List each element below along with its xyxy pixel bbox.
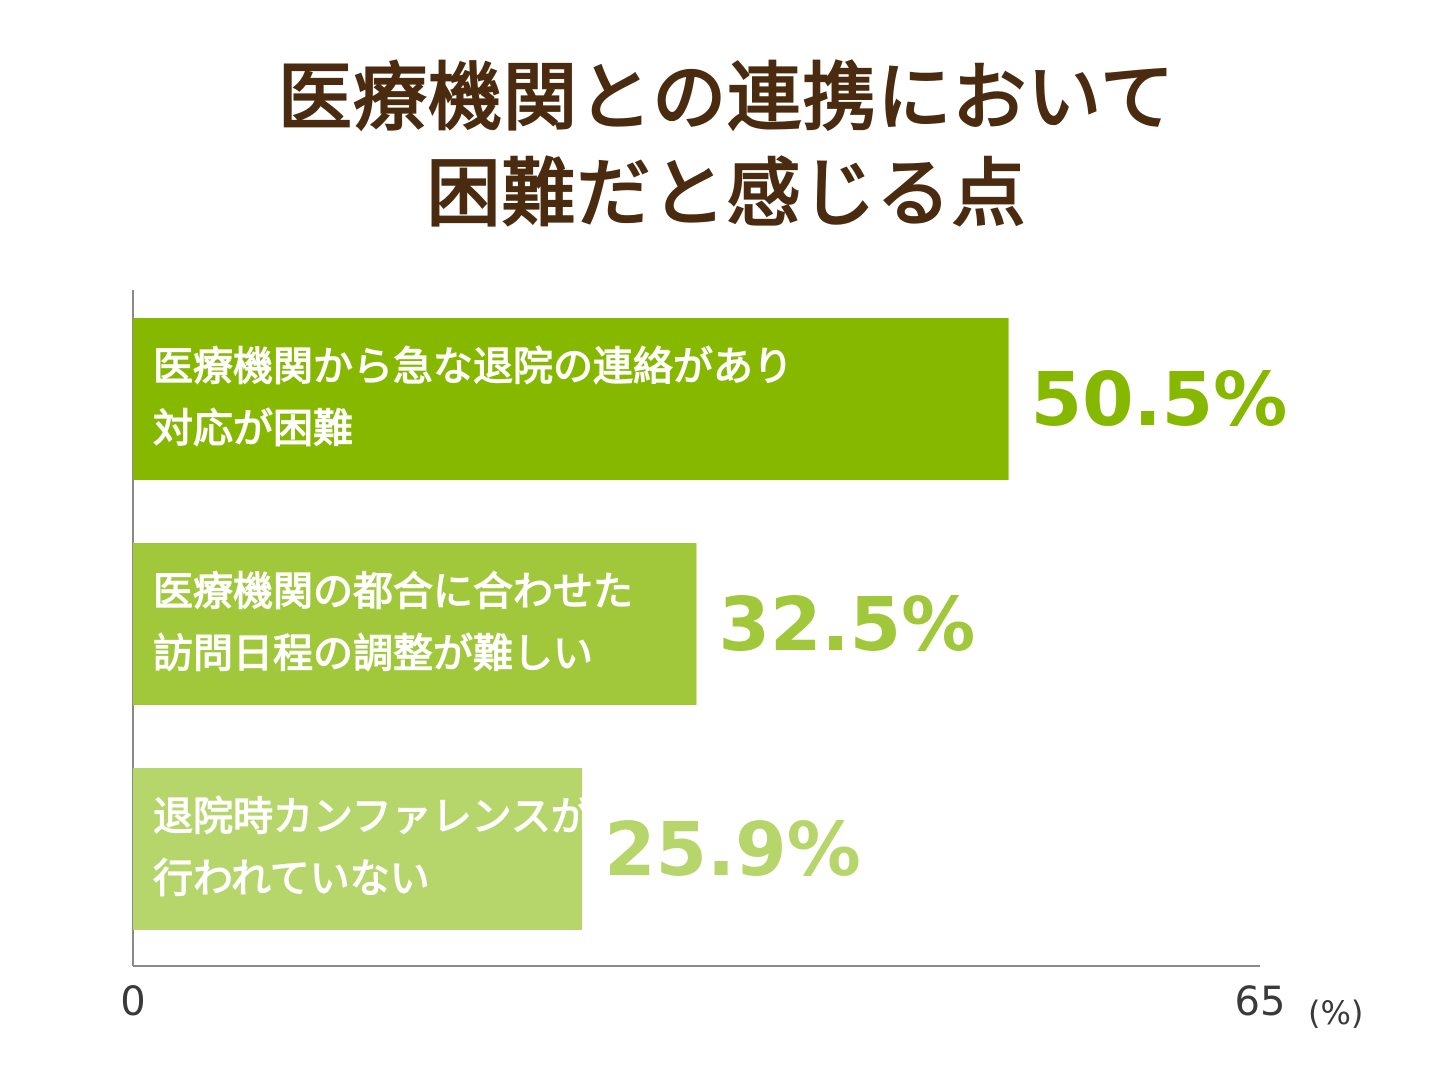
bar-3-category-line-1: 退院時カンファレンスが xyxy=(153,794,591,840)
x-tick-label-min: 0 xyxy=(120,979,145,1025)
bar-2-value-label: 32.5% xyxy=(719,582,976,668)
chart-title: 医療機関との連携において 困難だと感じる点 xyxy=(0,50,1453,242)
bar-1-category-line-1: 医療機関から急な退院の連絡があり xyxy=(153,344,793,390)
unit-label: (%) xyxy=(1308,994,1363,1032)
bar-2-category-line-1: 医療機関の都合に合わせた xyxy=(153,569,633,615)
bar-2-category-line-2: 訪問日程の調整が難しい xyxy=(153,631,593,677)
bar-3-value-label: 25.9% xyxy=(604,807,861,893)
chart-title-line-1: 医療機関との連携において xyxy=(277,55,1176,141)
bar-3-category-line-2: 行われていない xyxy=(153,856,430,902)
bar-1-value-label: 50.5% xyxy=(1031,357,1288,443)
bar-2 xyxy=(133,543,697,705)
chart-title-line-2: 困難だと感じる点 xyxy=(426,151,1027,237)
bar-3 xyxy=(133,768,583,930)
x-tick-label-max: 65 xyxy=(1235,979,1286,1025)
bar-1-category-line-2: 対応が困難 xyxy=(153,406,353,452)
bar-1 xyxy=(133,318,1009,480)
